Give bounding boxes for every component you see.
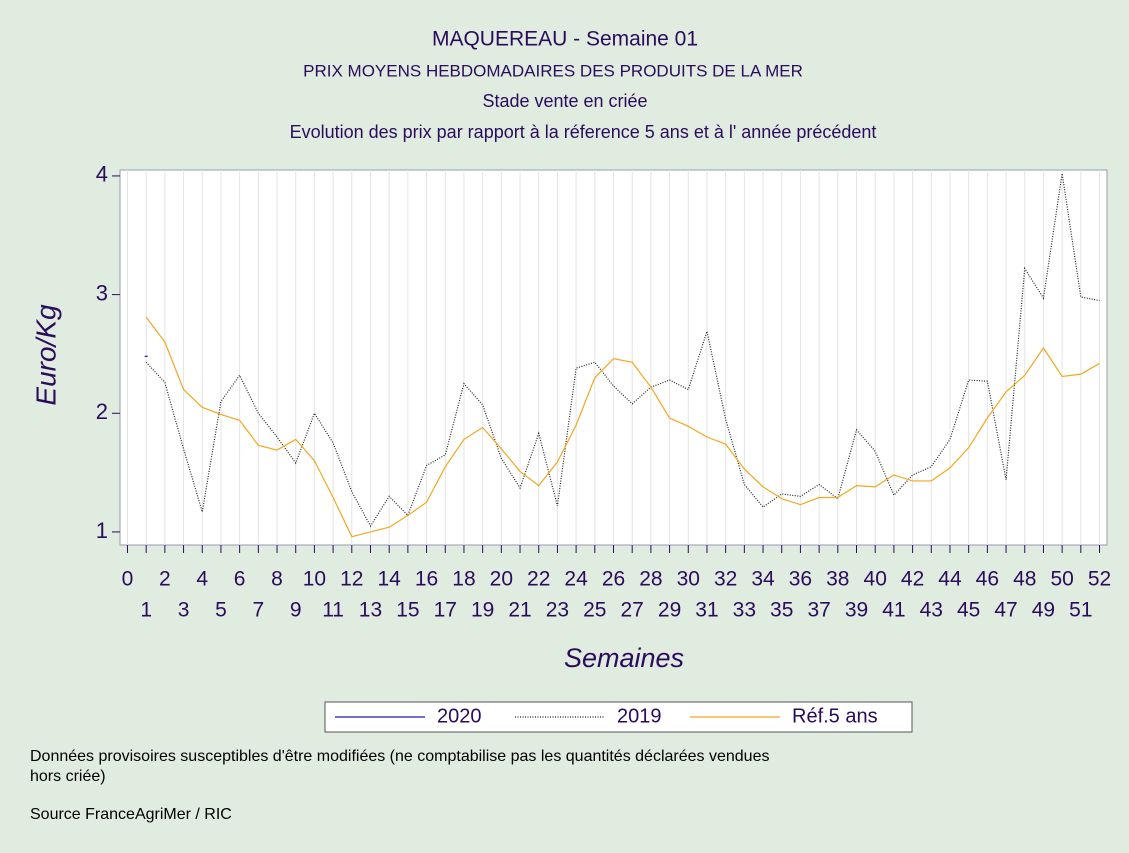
series-line — [145, 316, 1100, 538]
x-tick-label: 1 — [140, 599, 152, 622]
y-tick-label: 1 — [96, 518, 108, 543]
y-axis-label: Euro/Kg — [30, 304, 61, 406]
x-tick-label: 19 — [471, 599, 494, 622]
x-tick-label: 28 — [639, 568, 662, 591]
legend-label: 2020 — [437, 705, 482, 727]
legend-label: Réf.5 ans — [792, 705, 878, 727]
x-tick-label: 27 — [621, 599, 644, 622]
x-tick-label: 8 — [271, 568, 283, 591]
x-tick-label: 2 — [159, 568, 171, 591]
x-tick-label: 37 — [807, 599, 830, 622]
x-tick-label: 41 — [882, 599, 905, 622]
x-tick-label: 33 — [733, 599, 756, 622]
x-tick-label: 29 — [658, 599, 681, 622]
x-tick-label: 49 — [1032, 599, 1055, 622]
x-tick-label: 36 — [789, 568, 812, 591]
note: Données provisoires susceptibles d'être … — [30, 748, 769, 765]
x-tick-label: 11 — [322, 599, 344, 622]
x-tick-label: 7 — [252, 599, 264, 622]
x-tick-label: 0 — [122, 568, 134, 591]
x-tick-label: 38 — [826, 568, 849, 591]
x-tick-label: 9 — [290, 599, 302, 622]
y-tick-label: 2 — [96, 399, 108, 424]
x-tick-label: 48 — [1013, 568, 1036, 591]
x-tick-label: 6 — [234, 568, 246, 591]
x-tick-label: 31 — [695, 599, 718, 622]
x-tick-label: 22 — [527, 568, 550, 591]
x-tick-label: 5 — [215, 599, 227, 622]
x-tick-label: 17 — [434, 599, 457, 622]
x-tick-label: 35 — [770, 599, 793, 622]
note: hors criée) — [30, 768, 106, 785]
x-tick-label: 24 — [564, 568, 588, 591]
legend-label: 2019 — [617, 705, 662, 727]
x-tick-label: 10 — [303, 568, 326, 591]
x-tick-label: 46 — [976, 568, 999, 591]
x-tick-label: 3 — [178, 599, 190, 622]
subtitle: PRIX MOYENS HEBDOMADAIRES DES PRODUITS D… — [303, 61, 803, 80]
x-tick-label: 14 — [378, 568, 402, 591]
x-tick-label: 42 — [901, 568, 924, 591]
x-tick-label: 4 — [196, 568, 208, 591]
x-tick-label: 47 — [994, 599, 1017, 622]
x-tick-label: 51 — [1069, 599, 1092, 622]
x-axis-label: Semaines — [564, 643, 684, 673]
x-tick-label: 50 — [1050, 568, 1073, 591]
x-tick-label: 13 — [359, 599, 382, 622]
x-tick-label: 39 — [845, 599, 868, 622]
subtitle: Stade vente en criée — [482, 91, 647, 111]
y-tick-label: 4 — [96, 162, 108, 187]
x-tick-label: 25 — [583, 599, 606, 622]
source: Source FranceAgriMer / RIC — [30, 806, 232, 823]
x-tick-label: 43 — [920, 599, 943, 622]
x-tick-label: 30 — [677, 568, 700, 591]
x-tick-label: 12 — [340, 568, 363, 591]
x-tick-label: 16 — [415, 568, 438, 591]
x-tick-label: 26 — [602, 568, 625, 591]
subtitle: Evolution des prix par rapport à la réfe… — [290, 122, 877, 142]
x-tick-label: 15 — [396, 599, 419, 622]
series-line — [145, 173, 1100, 528]
x-tick-label: 40 — [864, 568, 887, 591]
x-tick-label: 32 — [714, 568, 737, 591]
x-tick-label: 44 — [938, 568, 962, 591]
x-tick-label: 21 — [508, 599, 531, 622]
x-tick-label: 45 — [957, 599, 980, 622]
x-tick-label: 34 — [751, 568, 775, 591]
x-tick-label: 18 — [452, 568, 475, 591]
chart-title: MAQUEREAU - Semaine 01 — [432, 28, 698, 51]
x-tick-label: 23 — [546, 599, 569, 622]
x-tick-label: 52 — [1088, 568, 1111, 591]
x-tick-label: 20 — [490, 568, 513, 591]
y-tick-label: 3 — [96, 280, 108, 305]
